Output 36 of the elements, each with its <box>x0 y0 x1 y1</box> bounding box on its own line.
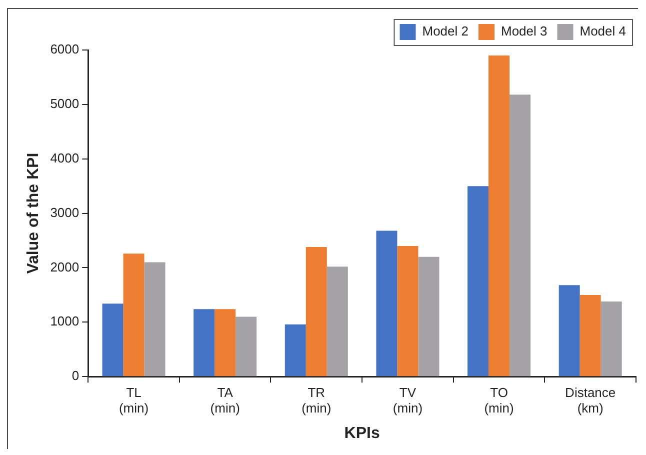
y-tick-label: 2000 <box>50 259 80 274</box>
x-tick-label: TV (min) <box>392 384 423 416</box>
bar <box>284 324 306 376</box>
bar <box>468 186 489 376</box>
legend-label: Model 2 <box>422 24 469 39</box>
bar <box>326 266 348 376</box>
y-axis-title: Value of the KPI <box>25 152 42 274</box>
bar <box>418 256 440 376</box>
bar <box>600 301 622 376</box>
x-tick-label: TR (min) <box>302 384 332 416</box>
x-tick-label: TO (min) <box>484 384 514 416</box>
bar <box>102 304 124 376</box>
legend-label: Model 3 <box>501 24 548 39</box>
bar <box>194 309 215 376</box>
bar <box>510 94 531 376</box>
bar <box>376 230 398 376</box>
y-tick-label: 6000 <box>50 42 80 57</box>
bar <box>123 254 144 376</box>
y-tick-label: 4000 <box>50 150 80 166</box>
bar <box>214 309 236 376</box>
x-tick-label: Distance (km) <box>565 384 616 416</box>
y-tick-label: 1000 <box>50 314 80 329</box>
bar <box>236 316 257 376</box>
bar <box>144 262 166 376</box>
x-tick-label: TA (min) <box>210 384 240 416</box>
bar <box>488 55 510 376</box>
x-tick-label: TL (min) <box>118 384 149 416</box>
legend-label: Model 4 <box>580 24 626 39</box>
bar <box>558 285 580 376</box>
bar <box>580 294 601 376</box>
y-tick-label: 5000 <box>50 96 80 112</box>
y-tick-label: 0 <box>72 368 80 384</box>
x-axis-title: KPIs <box>344 424 380 442</box>
bar <box>397 246 418 376</box>
y-tick-label: 3000 <box>50 204 80 220</box>
bar <box>306 247 327 376</box>
